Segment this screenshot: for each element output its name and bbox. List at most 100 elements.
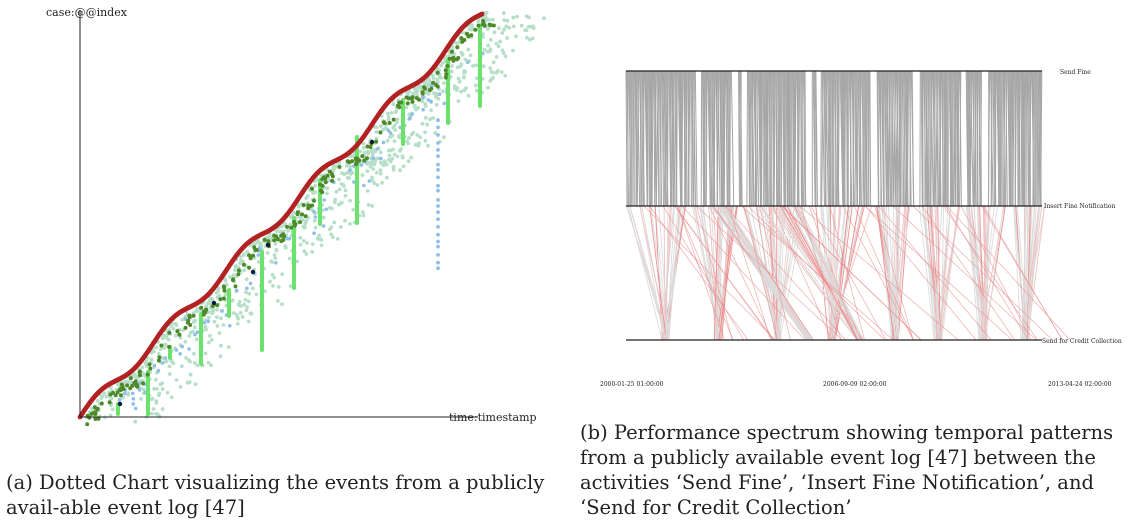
event-dot bbox=[238, 261, 242, 266]
segment-insert-notification-to-credit-collection bbox=[626, 205, 1071, 341]
spectrum-segment bbox=[853, 205, 914, 341]
event-dot bbox=[195, 363, 200, 368]
event-dot bbox=[475, 76, 479, 80]
spectrum-segment bbox=[651, 70, 654, 207]
spectrum-segment bbox=[629, 70, 631, 207]
event-dot bbox=[398, 149, 402, 153]
event-stripe bbox=[146, 370, 150, 416]
event-dot bbox=[170, 321, 175, 326]
spectrum-segment bbox=[629, 205, 667, 341]
event-dot bbox=[501, 11, 506, 16]
event-dot bbox=[288, 215, 293, 219]
spectrum-segment bbox=[938, 70, 941, 207]
spectrum-segment bbox=[760, 70, 763, 207]
spectrum-segment bbox=[878, 205, 992, 341]
spectrum-segment bbox=[1022, 205, 1027, 341]
event-dot bbox=[374, 139, 379, 144]
spectrum-segment bbox=[741, 205, 894, 341]
event-dot bbox=[203, 325, 208, 329]
event-dot bbox=[177, 332, 182, 337]
event-dot bbox=[219, 316, 223, 321]
event-dot bbox=[244, 308, 249, 313]
event-dot bbox=[280, 224, 284, 229]
event-dot bbox=[221, 284, 226, 289]
event-dot bbox=[468, 53, 473, 58]
event-dot bbox=[304, 196, 309, 201]
event-dot bbox=[361, 141, 366, 146]
spectrum-segment bbox=[992, 70, 995, 207]
event-dot bbox=[108, 392, 113, 397]
spectrum-segment bbox=[864, 70, 867, 207]
event-dot bbox=[347, 176, 352, 180]
spectrum-segment bbox=[729, 70, 731, 207]
event-dot bbox=[406, 159, 411, 164]
event-dot bbox=[395, 103, 400, 108]
event-dot bbox=[388, 131, 393, 135]
event-dot bbox=[274, 228, 279, 233]
event-dot bbox=[319, 173, 323, 178]
event-dot bbox=[391, 125, 395, 130]
spectrum-segment bbox=[977, 205, 985, 341]
event-dot bbox=[242, 268, 247, 273]
event-dot bbox=[379, 124, 383, 128]
x-axis-label: time:timestamp bbox=[449, 411, 537, 424]
event-dot bbox=[327, 227, 332, 232]
spectrum-segment bbox=[903, 70, 906, 207]
event-dot bbox=[494, 41, 499, 46]
event-dot bbox=[360, 173, 365, 178]
spectrum-segment bbox=[834, 205, 849, 341]
spectrum-segment bbox=[1029, 70, 1032, 207]
event-dot bbox=[462, 71, 466, 75]
event-dot bbox=[360, 154, 365, 159]
event-dot bbox=[427, 88, 432, 93]
event-dot bbox=[420, 121, 425, 126]
event-dot bbox=[457, 79, 462, 84]
event-dot bbox=[374, 156, 379, 161]
event-dot bbox=[160, 336, 165, 341]
event-dot bbox=[412, 86, 417, 91]
spectrum-segment bbox=[720, 70, 722, 207]
event-dot bbox=[474, 63, 478, 68]
spectrum-segment bbox=[850, 70, 852, 207]
spectrum-segment bbox=[884, 70, 888, 207]
event-dot bbox=[365, 189, 370, 193]
event-dot bbox=[171, 361, 176, 366]
event-dot bbox=[400, 154, 405, 159]
spectrum-segment bbox=[677, 205, 725, 341]
event-dot bbox=[158, 382, 163, 387]
event-dot bbox=[313, 215, 318, 219]
spectrum-segment bbox=[766, 70, 769, 207]
event-dot bbox=[324, 207, 329, 212]
spectrum-segment bbox=[629, 205, 669, 341]
event-dot bbox=[523, 28, 527, 32]
spectrum-segment bbox=[710, 70, 713, 207]
event-dot bbox=[429, 108, 433, 113]
event-dot bbox=[348, 165, 353, 169]
event-dot bbox=[319, 238, 324, 242]
event-dot bbox=[215, 303, 220, 308]
event-dot bbox=[531, 26, 536, 30]
event-dot bbox=[454, 41, 459, 46]
event-stripe bbox=[260, 250, 264, 352]
spectrum-segment bbox=[967, 70, 970, 207]
event-dot bbox=[95, 406, 100, 411]
event-dot bbox=[340, 200, 344, 205]
event-dot bbox=[445, 64, 450, 68]
event-dot bbox=[426, 143, 430, 148]
event-dot bbox=[494, 55, 499, 59]
spectrum-segment bbox=[648, 70, 650, 207]
event-dot bbox=[443, 75, 448, 80]
spectrum-segment bbox=[738, 70, 740, 207]
event-dot bbox=[310, 186, 314, 191]
event-dot bbox=[368, 149, 373, 154]
spectrum-segment bbox=[709, 70, 711, 207]
event-dot bbox=[342, 172, 347, 177]
event-dot bbox=[130, 391, 135, 396]
spectrum-segment bbox=[832, 70, 834, 207]
event-dot bbox=[378, 171, 383, 176]
spectrum-segment bbox=[657, 70, 660, 207]
event-dot bbox=[268, 279, 272, 284]
event-dot bbox=[406, 141, 411, 146]
event-dot bbox=[494, 70, 499, 75]
event-dot bbox=[470, 64, 475, 68]
